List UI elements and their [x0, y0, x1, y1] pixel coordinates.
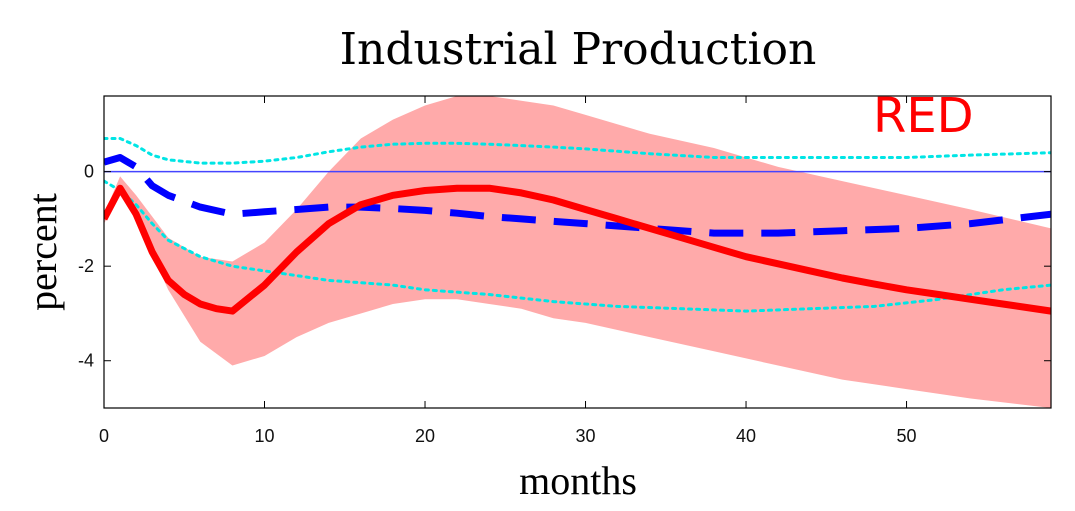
ticks: 0 10 20 30 40 50 0 -2 -4 — [78, 96, 1051, 446]
plot-frame — [103, 95, 1052, 409]
cyan-lower-dotted-line — [104, 179, 1051, 313]
confidence-band — [104, 96, 1051, 408]
x-tick-label: 40 — [736, 426, 756, 446]
x-tick-label: 50 — [897, 426, 917, 446]
x-tick-label: 20 — [415, 426, 435, 446]
plot-area — [104, 96, 1051, 408]
x-tick-label: 0 — [99, 426, 109, 446]
x-tick-label: 10 — [254, 426, 274, 446]
red-line — [104, 184, 1051, 315]
y-tick-label: -4 — [78, 351, 94, 371]
cyan-upper-dotted-line — [104, 137, 1051, 165]
chart-title: Industrial Production — [340, 24, 817, 75]
y-tick-label: 0 — [84, 162, 94, 182]
blue-dashed-line — [104, 154, 1051, 237]
red-annotation: RED — [873, 88, 974, 144]
x-axis-label: months — [519, 458, 637, 503]
x-tick-label: 30 — [576, 426, 596, 446]
y-axis-label: percent — [20, 193, 65, 311]
y-tick-label: -2 — [78, 256, 94, 276]
